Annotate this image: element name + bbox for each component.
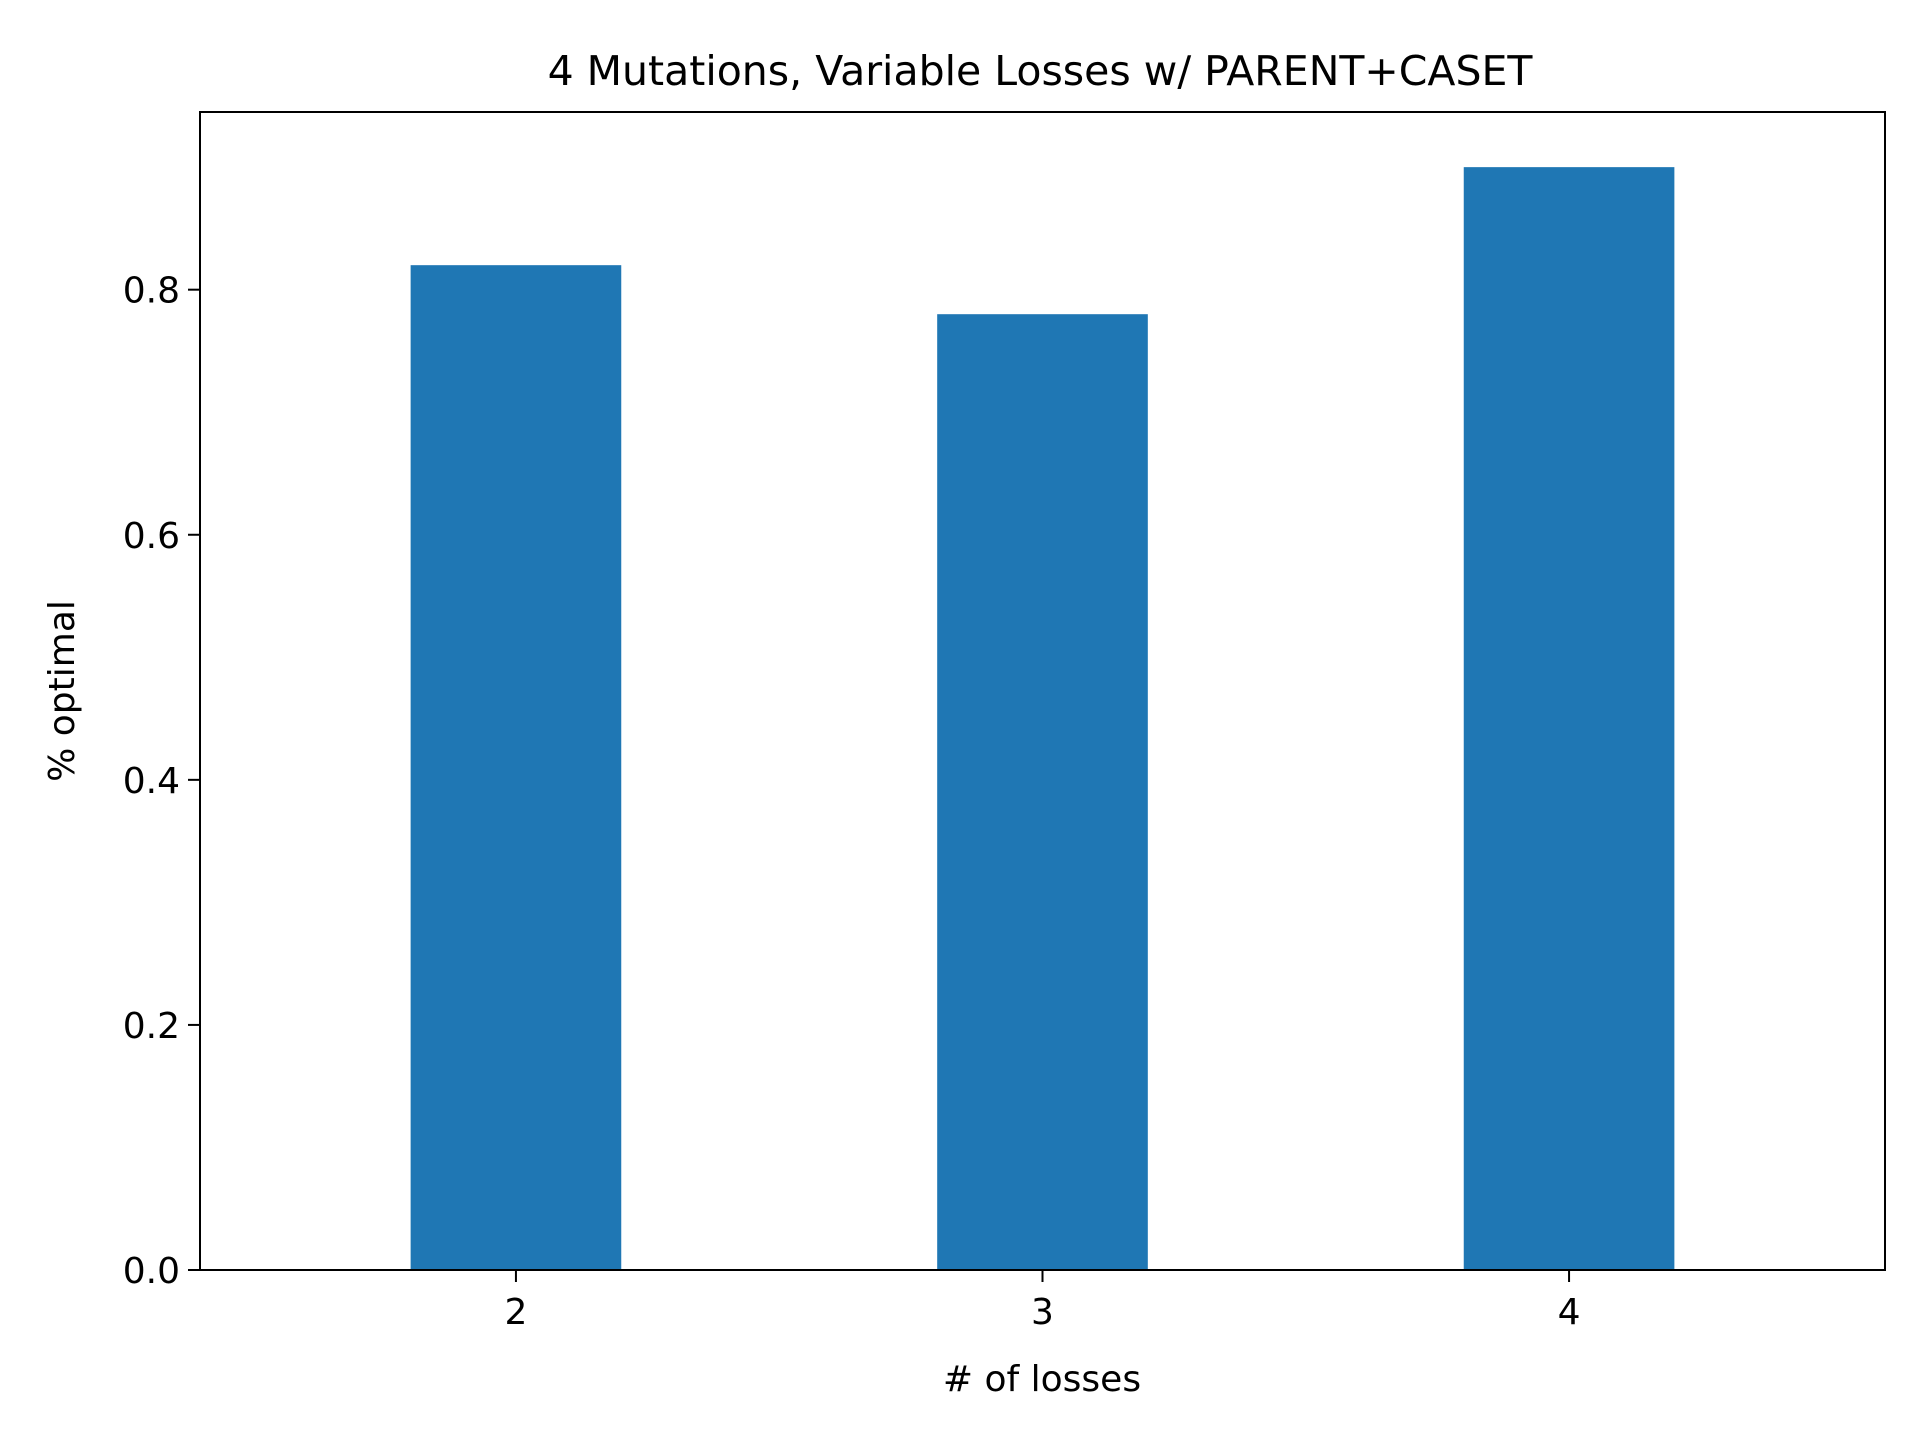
- y-tick-label: 0.6: [123, 516, 180, 557]
- y-tick-label: 0.4: [123, 761, 180, 802]
- bar-4: [1463, 167, 1675, 1271]
- plot-frame: [199, 111, 1886, 1271]
- x-tick-label: 2: [504, 1292, 527, 1333]
- x-tick-label: 4: [1558, 1292, 1581, 1333]
- y-axis: 0.0 0.2 0.4 0.6 0.8: [123, 271, 200, 1292]
- y-tick-label: 0.0: [123, 1251, 180, 1292]
- y-axis-label: % optimal: [42, 600, 83, 782]
- chart-title: 4 Mutations, Variable Losses w/ PARENT+C…: [548, 47, 1534, 95]
- x-axis-label: # of losses: [943, 1359, 1141, 1400]
- x-tick-label: 3: [1031, 1292, 1054, 1333]
- y-tick-label: 0.8: [123, 271, 180, 312]
- bars-group: [410, 167, 1675, 1271]
- bar-3: [937, 314, 1148, 1270]
- x-axis: 2 3 4: [504, 1270, 1581, 1333]
- bar-2: [410, 265, 622, 1271]
- y-tick-label: 0.2: [123, 1006, 180, 1047]
